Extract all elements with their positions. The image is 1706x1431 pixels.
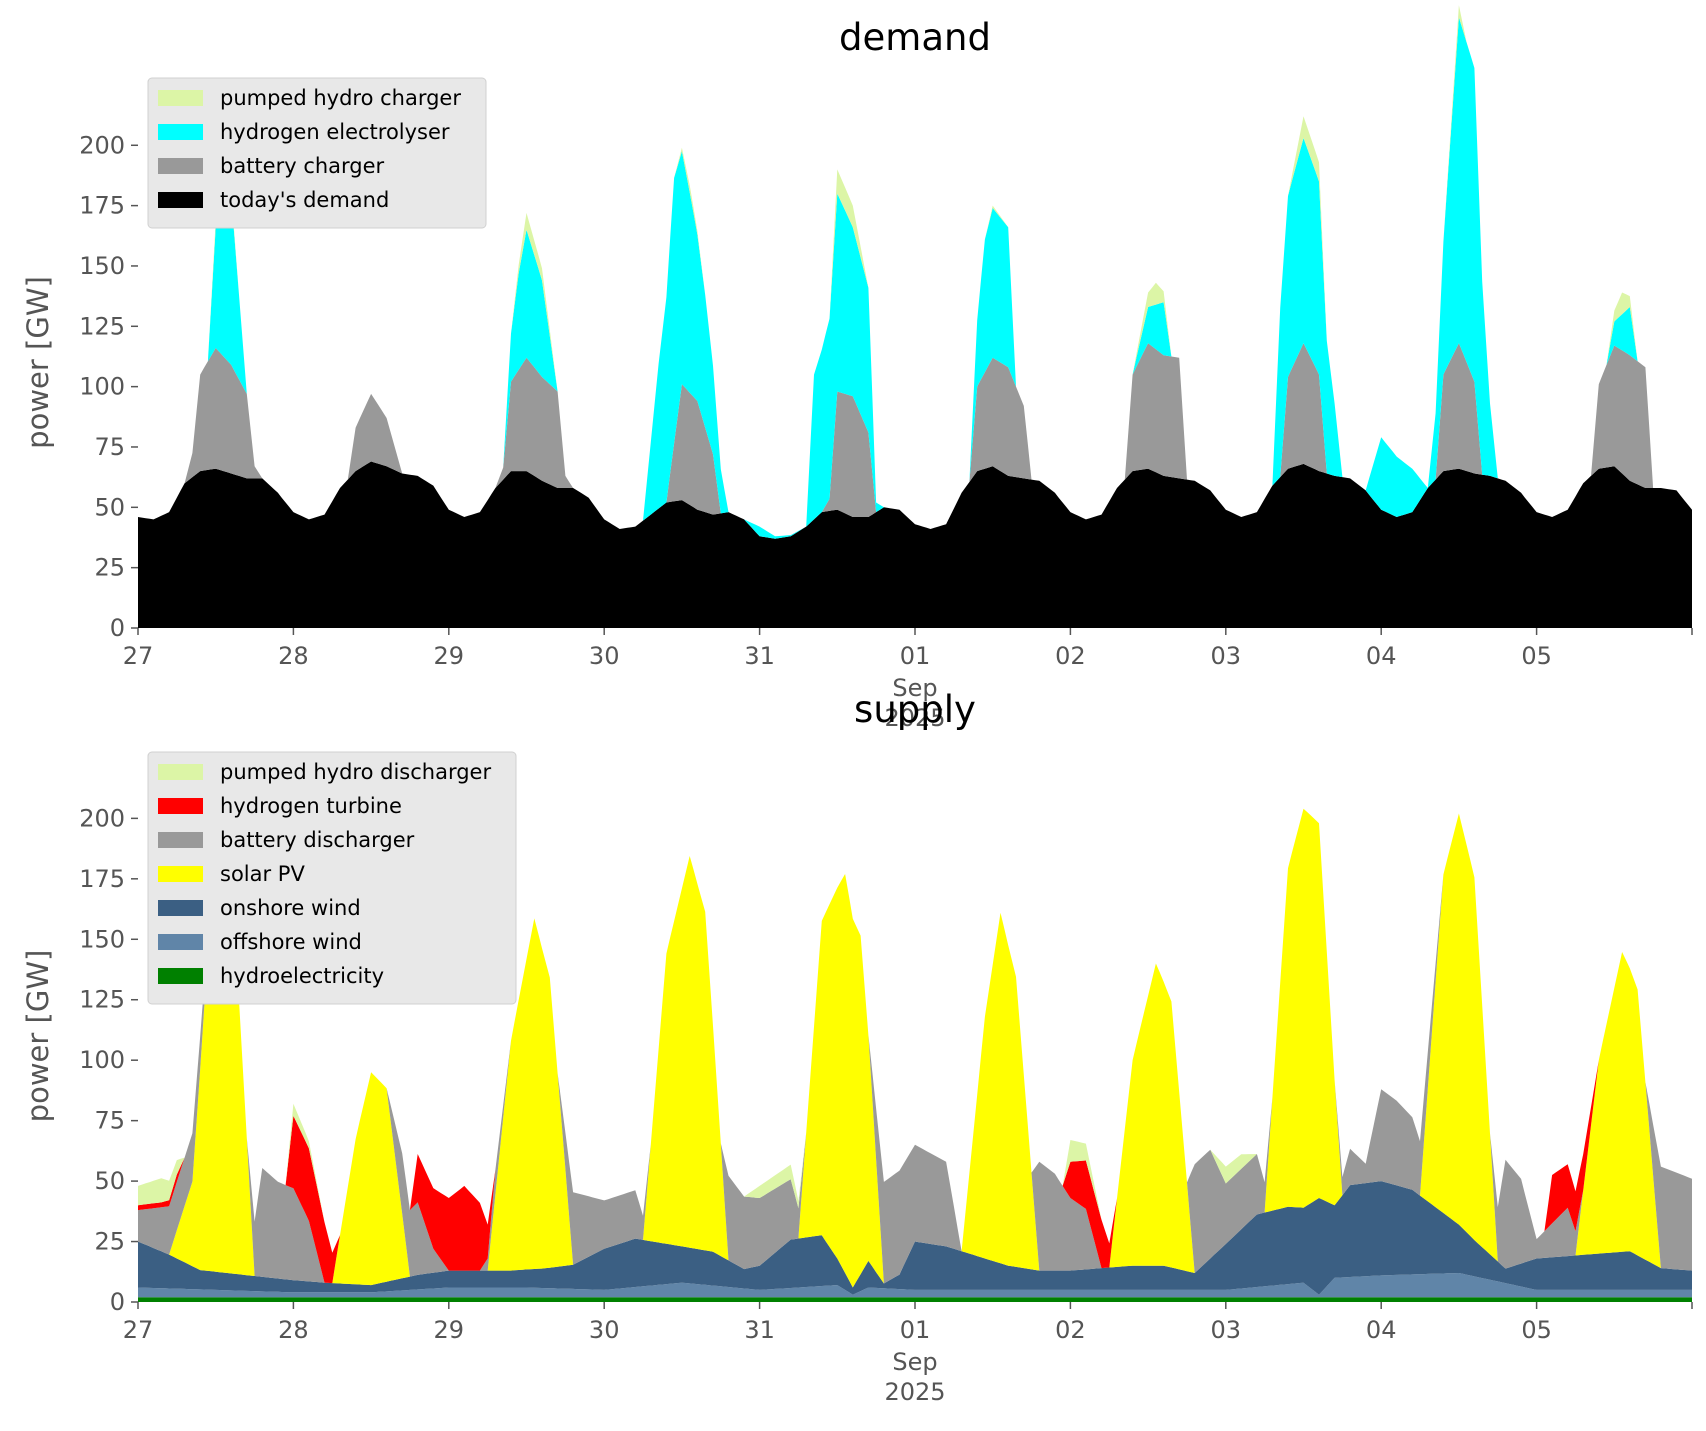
legend-box — [147, 77, 487, 229]
legend-label: hydrogen turbine — [220, 794, 402, 818]
y-tick-label: 50 — [94, 493, 125, 521]
y-tick-label: 125 — [79, 986, 125, 1014]
legend-swatch-onshore-wind — [158, 900, 203, 916]
y-axis: 0 25 50 75 100 125 150 175 200 — [79, 131, 138, 642]
x-tick-year-label: 2025 — [884, 1378, 945, 1406]
x-tick-month-label: Sep — [892, 1348, 937, 1376]
legend-label: today's demand — [220, 188, 389, 212]
legend-swatch-battery-charger — [158, 158, 203, 174]
x-tick-label: 31 — [744, 642, 775, 670]
y-tick-label: 0 — [110, 614, 125, 642]
legend: pumped hydro charger hydrogen electrolyse… — [147, 77, 487, 229]
legend: pumped hydro discharger hydrogen turbine b… — [147, 751, 517, 1005]
y-tick-label: 100 — [79, 373, 125, 401]
legend-label: hydroelectricity — [220, 964, 384, 988]
y-tick-label: 125 — [79, 312, 125, 340]
legend-swatch-pumped-hydro-charger — [158, 90, 203, 106]
legend-swatch-hydroelectricity — [158, 968, 203, 984]
x-tick-label: 27 — [123, 642, 154, 670]
legend-label: onshore wind — [220, 896, 361, 920]
y-tick-label: 75 — [94, 433, 125, 461]
legend-swatch-solar-pv — [158, 866, 203, 882]
legend-label: pumped hydro charger — [220, 86, 461, 110]
x-tick-year-label: 2025 — [884, 704, 945, 732]
chart-title: supply — [854, 688, 976, 731]
x-tick-label: 29 — [434, 1316, 465, 1344]
legend-label: solar PV — [220, 862, 305, 886]
legend-label: battery discharger — [220, 828, 415, 852]
y-axis-label: power [GW] — [21, 276, 55, 449]
x-tick-label: 01 — [900, 642, 931, 670]
area-today-s-demand — [138, 461, 1692, 628]
x-tick-label: 27 — [123, 1316, 154, 1344]
legend-swatch-offshore-wind — [158, 934, 203, 950]
y-tick-label: 150 — [79, 252, 125, 280]
x-tick-label: 05 — [1521, 1316, 1552, 1344]
x-tick-label: 04 — [1366, 642, 1397, 670]
x-tick-label: 03 — [1211, 642, 1242, 670]
area-battery-discharger — [138, 808, 1692, 1284]
x-tick-label: 04 — [1366, 1316, 1397, 1344]
y-tick-label: 25 — [94, 1228, 125, 1256]
y-tick-label: 25 — [94, 554, 125, 582]
legend-label: offshore wind — [220, 930, 362, 954]
x-tick-label: 28 — [278, 1316, 309, 1344]
x-tick-month-label: Sep — [892, 674, 937, 702]
y-tick-label: 200 — [79, 804, 125, 832]
y-tick-label: 175 — [79, 192, 125, 220]
legend-label: pumped hydro discharger — [220, 760, 491, 784]
y-tick-label: 0 — [110, 1288, 125, 1316]
area-hydrogen-electrolyser — [138, 17, 1692, 539]
area-battery-charger — [138, 343, 1692, 539]
y-tick-label: 175 — [79, 865, 125, 893]
legend-box — [147, 751, 517, 1005]
x-tick-label: 30 — [589, 1316, 620, 1344]
x-tick-label: 29 — [434, 642, 465, 670]
x-tick-label: 28 — [278, 642, 309, 670]
y-axis: 0 25 50 75 100 125 150 175 200 — [79, 804, 138, 1316]
x-tick-label: 31 — [744, 1316, 775, 1344]
legend-swatch-battery-discharger — [158, 832, 203, 848]
x-tick-label: 01 — [900, 1316, 931, 1344]
y-tick-label: 150 — [79, 925, 125, 953]
y-tick-label: 200 — [79, 131, 125, 159]
y-tick-label: 75 — [94, 1107, 125, 1135]
legend-label: hydrogen electrolyser — [220, 120, 450, 144]
legend-label: battery charger — [220, 154, 385, 178]
chart-title: demand — [839, 16, 991, 59]
legend-swatch-hydrogen-turbine — [158, 798, 203, 814]
legend-swatch-today-s-demand — [158, 192, 203, 208]
area-hydroelectricity — [138, 1297, 1692, 1302]
area-layers — [138, 808, 1692, 1302]
legend-swatch-pumped-hydro-discharger — [158, 764, 203, 780]
area-layers — [138, 5, 1692, 628]
legend-swatch-hydrogen-electrolyser — [158, 124, 203, 140]
area-solar-pv — [138, 808, 1692, 1288]
x-tick-label: 02 — [1055, 642, 1086, 670]
x-tick-label: 02 — [1055, 1316, 1086, 1344]
x-tick-label: 30 — [589, 642, 620, 670]
x-tick-label: 05 — [1521, 642, 1552, 670]
x-tick-label: 03 — [1211, 1316, 1242, 1344]
area-onshore-wind — [138, 1181, 1692, 1295]
y-axis-label: power [GW] — [21, 950, 55, 1123]
y-tick-label: 50 — [94, 1167, 125, 1195]
area-offshore-wind — [138, 1273, 1692, 1298]
y-tick-label: 100 — [79, 1046, 125, 1074]
